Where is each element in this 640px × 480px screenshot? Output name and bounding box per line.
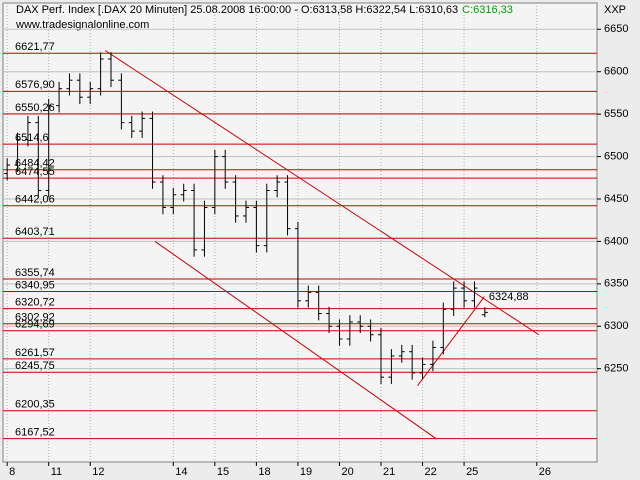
- x-tick-label: 19: [300, 466, 312, 478]
- x-tick-label: 21: [383, 466, 395, 478]
- y-tick-label: 6550: [604, 108, 628, 120]
- corner-label: XXP: [604, 4, 626, 16]
- level-label: 6576,90: [15, 79, 55, 91]
- x-tick-label: 20: [341, 466, 353, 478]
- x-tick-label: 8: [9, 466, 15, 478]
- trend-line: [154, 240, 437, 440]
- level-label: 6621,77: [15, 41, 55, 53]
- level-label: 6550,26: [15, 102, 55, 114]
- y-tick-label: 6350: [604, 278, 628, 290]
- plot-area: [2, 2, 598, 463]
- level-label: 6167,52: [15, 427, 55, 439]
- level-label: 6200,35: [15, 399, 55, 411]
- x-tick-label: 25: [466, 466, 478, 478]
- x-tick-label: 15: [217, 466, 229, 478]
- level-label: 6514,6: [15, 132, 49, 144]
- level-label: 6355,74: [15, 267, 55, 279]
- y-tick-label: 6500: [604, 150, 628, 162]
- trend-label: 6324,88: [489, 291, 529, 303]
- y-tick-label: 6400: [604, 235, 628, 247]
- level-label: 6245,75: [15, 360, 55, 372]
- x-tick-label: 26: [539, 466, 551, 478]
- level-label: 6302,92: [15, 312, 55, 324]
- title-text: DAX Perf. Index [.DAX 20 Minuten] 25.08.…: [16, 4, 458, 16]
- level-label: 6474,55: [15, 166, 55, 178]
- level-label: 6403,71: [15, 226, 55, 238]
- trend-line: [417, 296, 485, 386]
- level-label: 6484,42: [15, 158, 55, 170]
- level-label: 6340,95: [15, 279, 55, 291]
- x-tick-label: 14: [175, 466, 187, 478]
- close-label: C:6316,33: [462, 4, 513, 16]
- level-label: 6294,69: [15, 319, 55, 331]
- level-label: 6320,72: [15, 297, 55, 309]
- y-tick-label: 6450: [604, 193, 628, 205]
- y-tick-label: 6600: [604, 66, 628, 78]
- x-tick-label: 18: [258, 466, 270, 478]
- y-tick-label: 6650: [604, 23, 628, 35]
- x-tick-label: 12: [92, 466, 104, 478]
- chart-title: DAX Perf. Index [.DAX 20 Minuten] 25.08.…: [16, 4, 513, 16]
- trend-line: [104, 50, 540, 336]
- x-tick-label: 11: [51, 466, 62, 478]
- y-tick-label: 6250: [604, 363, 628, 375]
- level-label: 6261,57: [15, 347, 55, 359]
- y-tick-label: 6300: [604, 320, 628, 332]
- x-tick-label: 22: [425, 466, 437, 478]
- level-label: 6442,06: [15, 194, 55, 206]
